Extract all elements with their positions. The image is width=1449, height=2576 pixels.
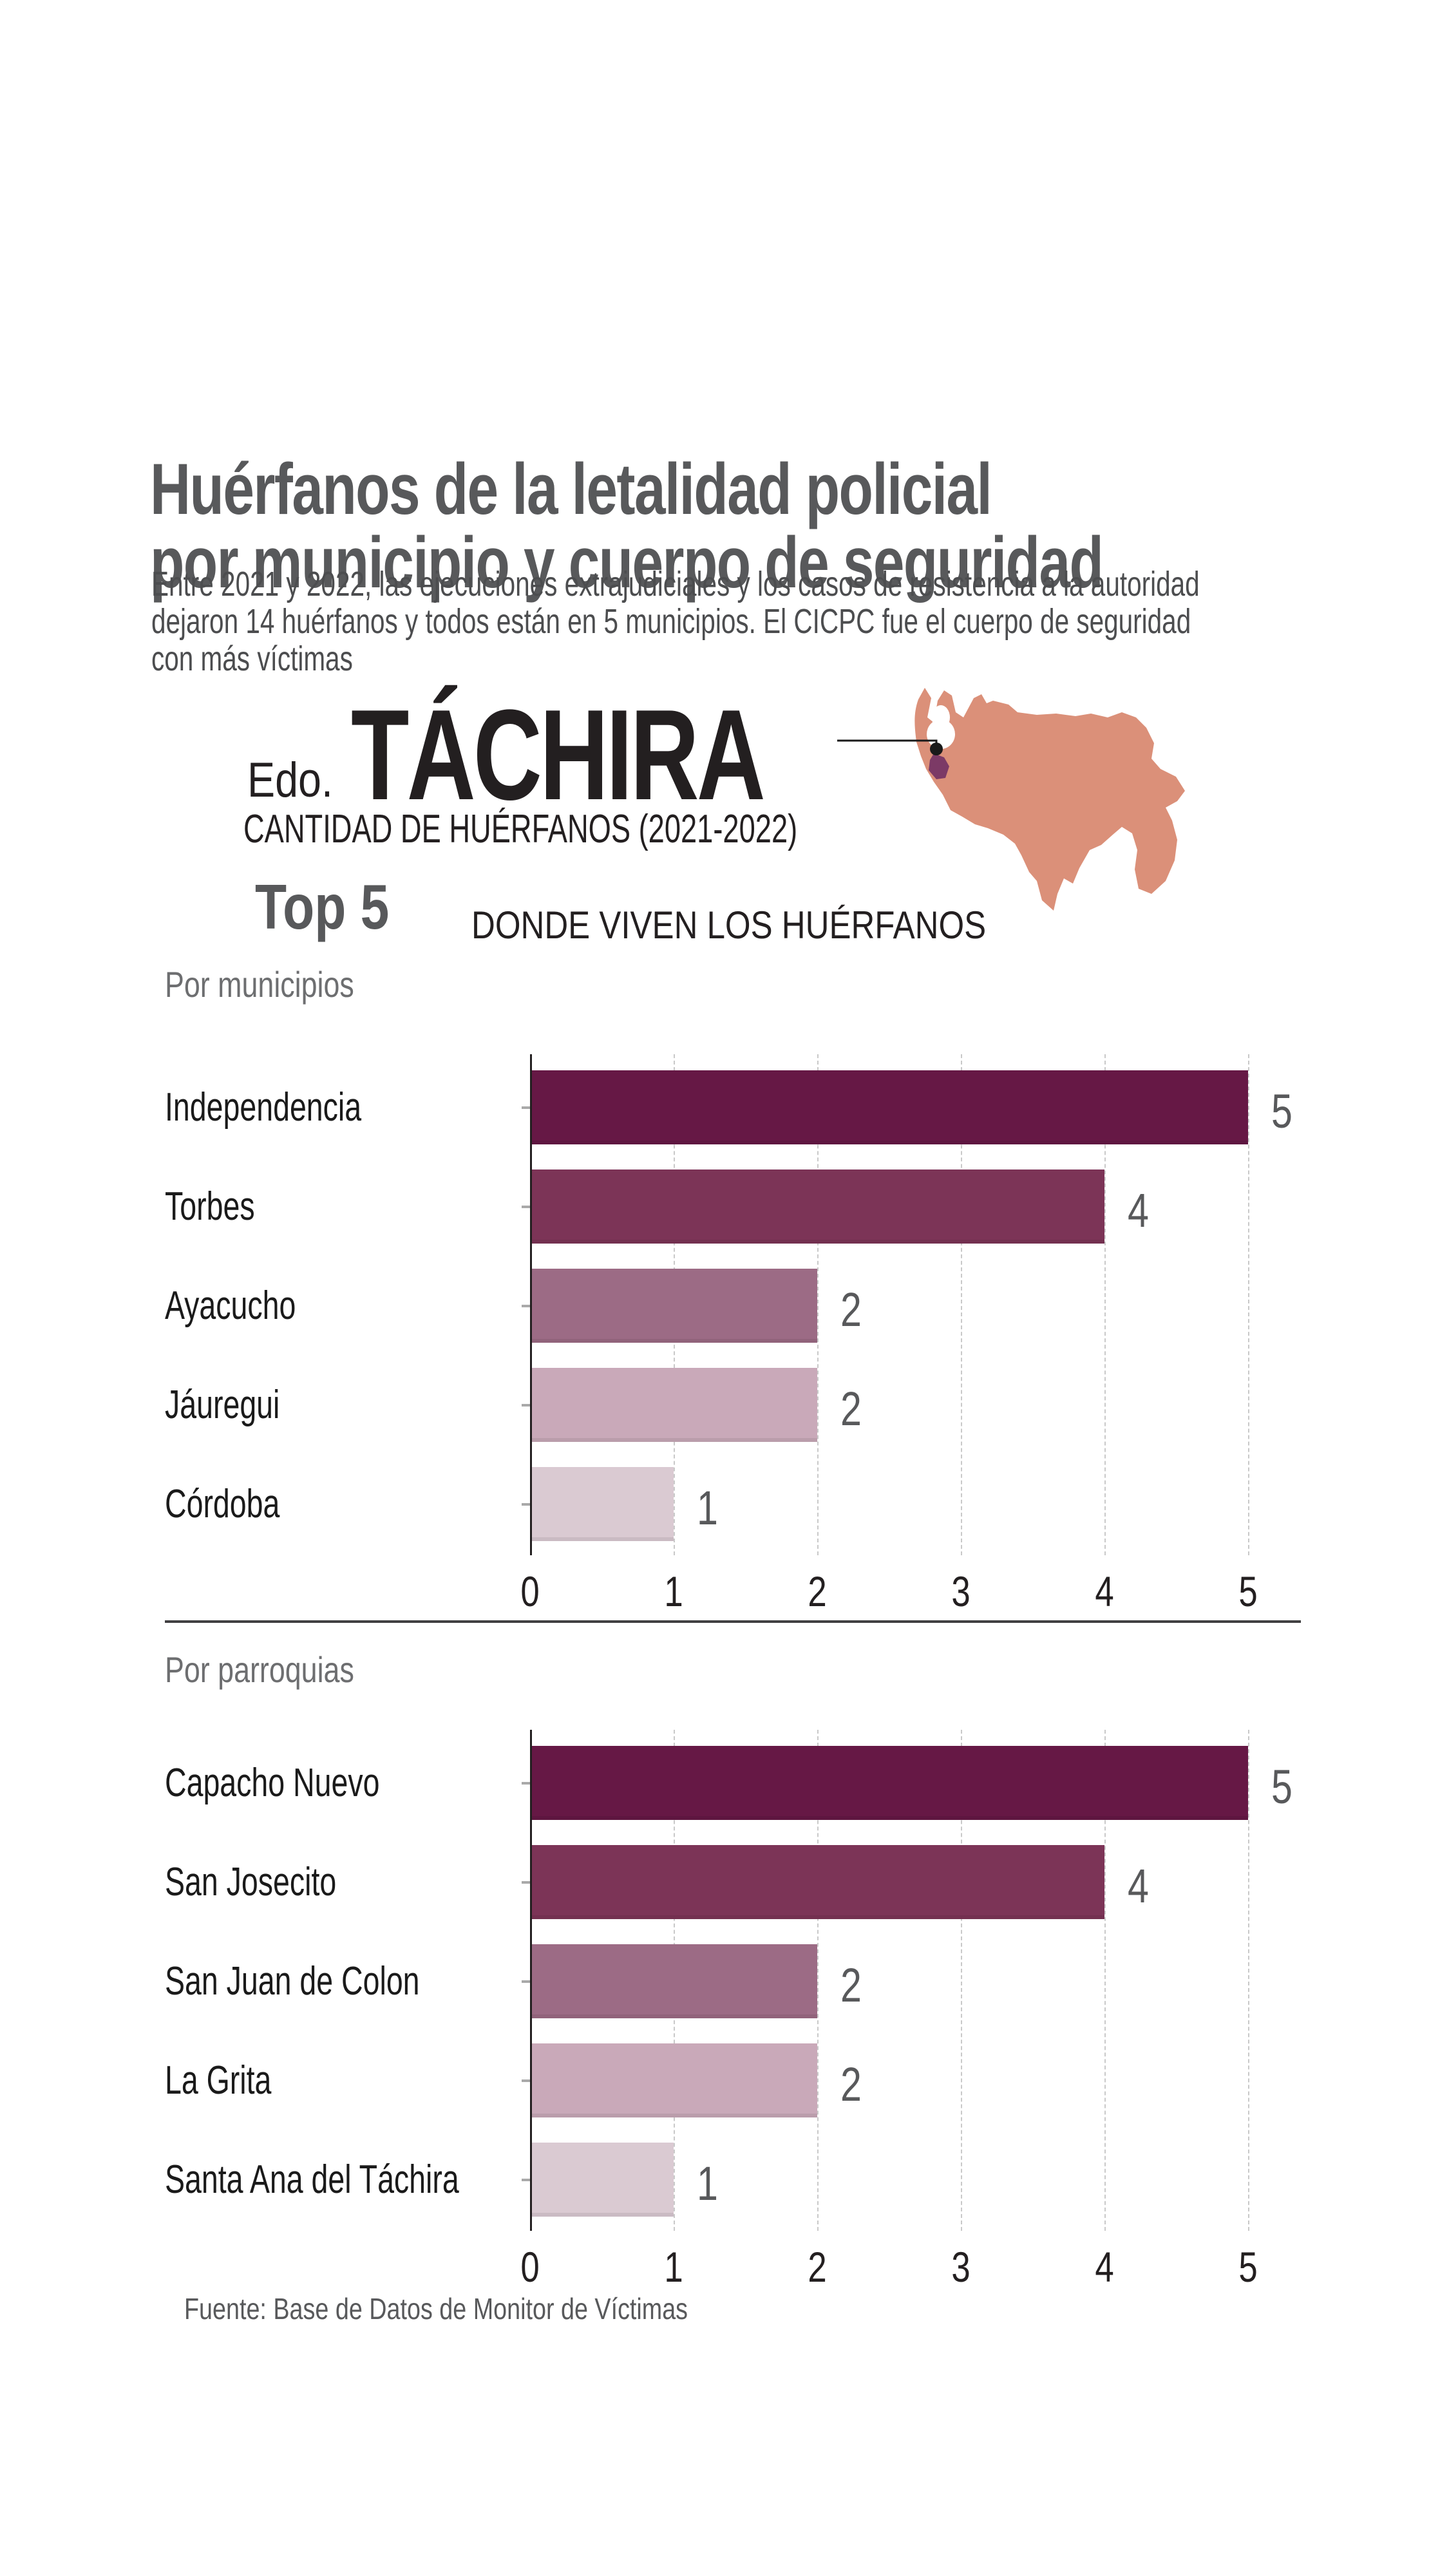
gridline-x2	[817, 1730, 819, 2231]
x-axis-tick-label-5: 5	[1238, 2243, 1258, 2291]
x-axis-tick-label-2: 2	[808, 2243, 827, 2291]
gridline-x5	[1248, 1730, 1249, 2231]
section-title-parroquias: Por parroquias	[165, 1649, 354, 1690]
x-axis-tick-label-1: 1	[664, 1567, 683, 1615]
value-label: 2	[840, 1283, 862, 1336]
x-axis-tick-label-0: 0	[520, 1567, 540, 1615]
source-credit: Fuente: Base de Datos de Monitor de Víct…	[184, 2292, 688, 2325]
value-label: 5	[1271, 1760, 1293, 1814]
x-axis-tick-label-3: 3	[951, 2243, 971, 2291]
category-label: Ayacucho	[165, 1283, 296, 1328]
category-tick	[522, 2079, 537, 2082]
bar-row-capacho-nuevo: Capacho Nuevo 5	[165, 1746, 1293, 1820]
gridline-x4	[1104, 1054, 1106, 1555]
value-label: 4	[1128, 1184, 1149, 1237]
category-label: La Grita	[165, 2058, 272, 2103]
page-title-line2: por municipio y cuerpo de seguridad	[150, 522, 1104, 603]
section-divider	[165, 1620, 1301, 1623]
x-axis-tick-label-4: 4	[1095, 1567, 1114, 1615]
bar-row-la-grita: La Grita 2	[165, 2043, 1248, 2117]
category-label: Independencia	[165, 1085, 362, 1130]
value-label: 4	[1128, 1859, 1149, 1913]
bar-row-torbes: Torbes 4	[165, 1170, 1248, 1244]
bar-row-independencia: Independencia 5	[165, 1070, 1293, 1144]
value-label: 2	[840, 1958, 862, 2012]
state-name: TÁCHIRA	[351, 683, 766, 827]
gridline-x3	[961, 1730, 962, 2231]
bar-row-san-josecito: San Josecito 4	[165, 1845, 1248, 1919]
plot-area-parroquias: 0 1 2 3 4 5 Capacho Nuevo 5 San Josecito 4 San Jua…	[165, 1730, 1293, 2291]
category-tick	[522, 1502, 537, 1506]
bar	[530, 1269, 817, 1343]
bar-row-santa-ana-del-t-chira: Santa Ana del Táchira 1	[165, 2143, 1248, 2217]
category-tick	[522, 1880, 537, 1884]
category-label: Santa Ana del Táchira	[165, 2157, 459, 2202]
bar	[530, 2043, 817, 2117]
map-location-dot	[930, 743, 943, 755]
category-tick	[522, 1980, 537, 1983]
x-axis-tick-label-3: 3	[951, 1567, 971, 1615]
value-label: 2	[840, 1382, 862, 1435]
y-axis-line	[530, 1054, 532, 1555]
bar-chart-municipios: 0 1 2 3 4 5 Independencia 5 Torbes 4 Ayacucho 2 Jáur…	[165, 1054, 1301, 1615]
plot-area-municipios: 0 1 2 3 4 5 Independencia 5 Torbes 4 Ayacucho 2 Jáur…	[165, 1054, 1293, 1615]
bar-row-ayacucho: Ayacucho 2	[165, 1269, 1248, 1343]
section-title-municipios: Por municipios	[165, 964, 354, 1005]
bar	[530, 1746, 1248, 1820]
category-label: San Juan de Colon	[165, 1959, 420, 2003]
page-title: Huérfanos de la letalidad policial por mu…	[150, 453, 1372, 600]
state-caption: CANTIDAD DE HUÉRFANOS (2021-2022)	[243, 807, 798, 851]
bar	[530, 2143, 674, 2217]
subtitle-line-3: con más víctimas	[151, 639, 353, 678]
bar	[530, 1467, 674, 1541]
bar	[530, 1070, 1248, 1144]
top5-caption: DONDE VIVEN LOS HUÉRFANOS	[471, 904, 987, 947]
subtitle-line-1: Entre 2021 y 2022, las ejecuciones extra…	[151, 565, 1200, 603]
x-axis-tick-label-5: 5	[1238, 1567, 1258, 1615]
gridline-x5	[1248, 1054, 1249, 1555]
x-axis-tick-label-0: 0	[520, 2243, 540, 2291]
category-label: San Josecito	[165, 1860, 337, 1904]
x-axis-tick-label-1: 1	[664, 2243, 683, 2291]
bar	[530, 1368, 817, 1442]
category-tick	[522, 1304, 537, 1307]
y-axis-line	[530, 1730, 532, 2231]
x-axis-tick-label-4: 4	[1095, 2243, 1114, 2291]
bar	[530, 1845, 1104, 1919]
bar-row-j-uregui: Jáuregui 2	[165, 1368, 1248, 1442]
gridline-x4	[1104, 1730, 1106, 2231]
category-tick	[522, 2178, 537, 2181]
x-axis-tick-label-2: 2	[808, 1567, 827, 1615]
page-subtitle: Entre 2021 y 2022, las ejecuciones extra…	[151, 565, 1449, 677]
category-label: Capacho Nuevo	[165, 1761, 380, 1805]
category-label: Córdoba	[165, 1482, 280, 1526]
bar	[530, 1944, 817, 2018]
value-label: 1	[697, 1481, 718, 1535]
category-tick	[522, 1403, 537, 1406]
state-prefix: Edo.	[247, 753, 333, 808]
gridline-x3	[961, 1054, 962, 1555]
venezuela-map	[837, 688, 1185, 911]
category-label: Torbes	[165, 1184, 255, 1229]
category-tick	[522, 1781, 537, 1785]
value-label: 2	[840, 2058, 862, 2111]
value-label: 5	[1271, 1084, 1293, 1138]
gridline-x2	[817, 1054, 819, 1555]
bar	[530, 1170, 1104, 1244]
page-title-line1: Huérfanos de la letalidad policial	[150, 449, 992, 530]
bar-row-san-juan-de-colon: San Juan de Colon 2	[165, 1944, 1248, 2018]
category-tick	[522, 1205, 537, 1208]
tachira-state-highlight	[929, 753, 949, 779]
subtitle-line-2: dejaron 14 huérfanos y todos están en 5 …	[151, 602, 1191, 641]
bar-row-c-rdoba: Córdoba 1	[165, 1467, 1248, 1541]
top5-label: Top 5	[255, 871, 390, 942]
category-tick	[522, 1106, 537, 1109]
venezuela-country-shape	[914, 688, 1185, 911]
category-label: Jáuregui	[165, 1383, 280, 1427]
value-label: 1	[697, 2157, 718, 2210]
bar-chart-parroquias: 0 1 2 3 4 5 Capacho Nuevo 5 San Josecito 4 San Jua…	[165, 1730, 1301, 2291]
